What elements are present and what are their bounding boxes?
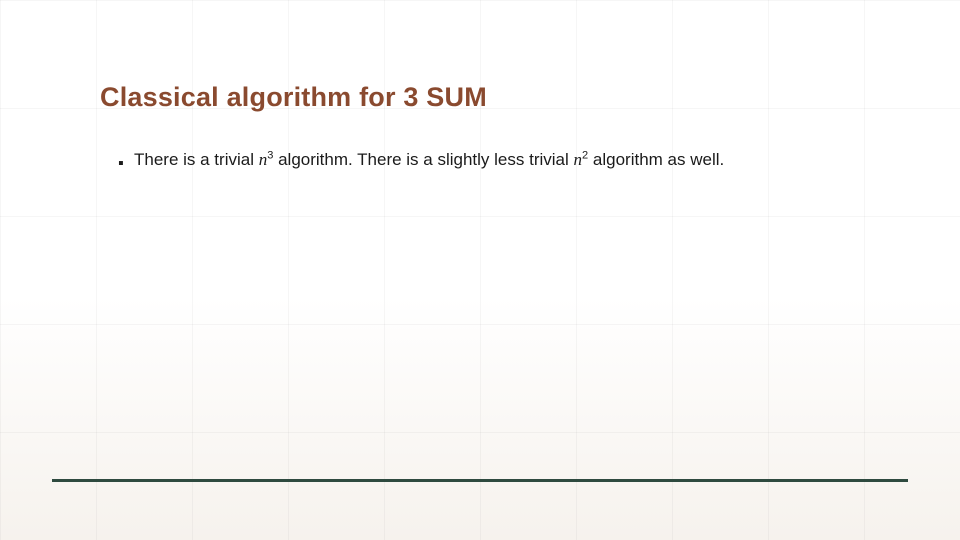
bullet-marker-icon: ▪ xyxy=(118,155,126,163)
math-n-squared-base: n xyxy=(574,150,583,169)
bullet-text-part-1: There is a trivial xyxy=(134,150,259,169)
bullet-text-part-2: algorithm. There is a slightly less triv… xyxy=(278,150,573,169)
bullet-item: ▪ There is a trivial n3 algorithm. There… xyxy=(118,148,900,173)
bullet-text-part-3: algorithm as well. xyxy=(593,150,724,169)
bottom-divider xyxy=(52,479,908,482)
slide-title: Classical algorithm for 3 SUM xyxy=(100,82,487,113)
bullet-text: There is a trivial n3 algorithm. There i… xyxy=(134,148,724,173)
slide: Classical algorithm for 3 SUM ▪ There is… xyxy=(0,0,960,540)
math-n-cubed-exp: 3 xyxy=(267,149,273,161)
math-n-cubed-base: n xyxy=(259,150,268,169)
math-n-squared-exp: 2 xyxy=(582,149,588,161)
